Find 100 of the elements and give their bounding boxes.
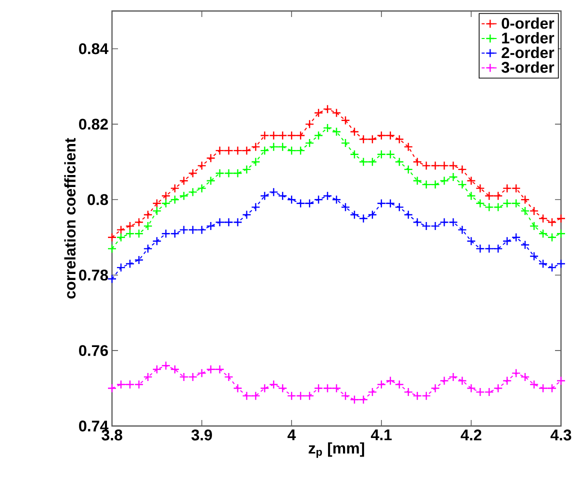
point [350,150,360,159]
point [260,384,270,393]
point [134,380,144,390]
point [107,274,117,284]
point [287,146,296,156]
point [206,221,216,231]
point [152,364,162,374]
point [458,164,467,174]
point [529,206,539,216]
x-tick-label: 3.9 [191,430,212,440]
point [287,195,296,204]
y-axis-title: correlation coefficient [64,138,76,299]
point [161,228,170,238]
x-tick-label: 4 [288,430,296,440]
point [556,259,566,268]
point [430,161,440,170]
point [296,130,306,140]
point [376,130,386,140]
point [188,187,198,197]
x-axis-title: z$_{p}$ [mm] [308,442,364,458]
point [332,108,342,118]
x-tick-label: 4.1 [370,430,392,440]
point [340,202,350,212]
point [340,116,350,126]
point [484,244,494,254]
point [512,184,521,193]
x-tick-label: 4.2 [460,430,482,440]
point [538,384,548,393]
point [134,255,144,265]
point [304,138,314,148]
point [476,244,485,254]
point [260,191,270,200]
point [440,161,449,170]
point [386,198,395,208]
point [386,376,395,386]
point [412,157,422,167]
point [251,157,260,167]
point [269,380,278,390]
point [484,202,494,212]
point [161,361,170,370]
y-tick-label: 0.74 [79,420,108,432]
point [520,206,530,216]
point [188,168,198,178]
point [440,218,449,227]
point [440,376,449,386]
point [430,384,440,393]
point [296,391,306,400]
point [529,380,539,390]
point [224,218,234,227]
point [125,259,135,268]
point [368,157,378,167]
point [134,228,144,238]
point [322,191,332,200]
point [322,104,332,114]
point [170,184,180,193]
y-tick-label: 0.76 [79,345,108,356]
point [224,146,234,156]
legend-label: 1-order [502,32,554,44]
point [161,191,170,200]
point [197,161,206,170]
point [269,187,278,197]
y-tick-label: 0.78 [79,270,108,281]
point [547,262,557,272]
point [404,210,413,220]
point [179,372,188,382]
point [197,225,206,234]
point [251,142,260,152]
point [143,372,153,382]
point [242,391,252,400]
point [143,210,153,220]
point [340,138,350,148]
point [494,191,503,200]
point [358,134,368,144]
point [476,198,485,208]
point [458,180,467,190]
point [314,195,324,204]
point [179,225,188,234]
point [538,228,548,238]
point [376,380,386,390]
point [206,154,216,163]
point [161,198,170,208]
point [466,384,476,393]
point [394,202,404,212]
point [260,146,270,156]
point [304,198,314,208]
point [107,232,117,242]
point [107,384,117,393]
point [116,232,126,242]
point [107,244,117,254]
point [170,364,180,374]
point [125,380,135,390]
point [394,157,404,167]
point [296,198,306,208]
legend-label: 2-order [502,46,554,58]
point [125,221,135,231]
point [242,164,252,174]
point [502,236,512,246]
point [233,384,242,393]
point [125,228,135,238]
point [278,384,288,393]
